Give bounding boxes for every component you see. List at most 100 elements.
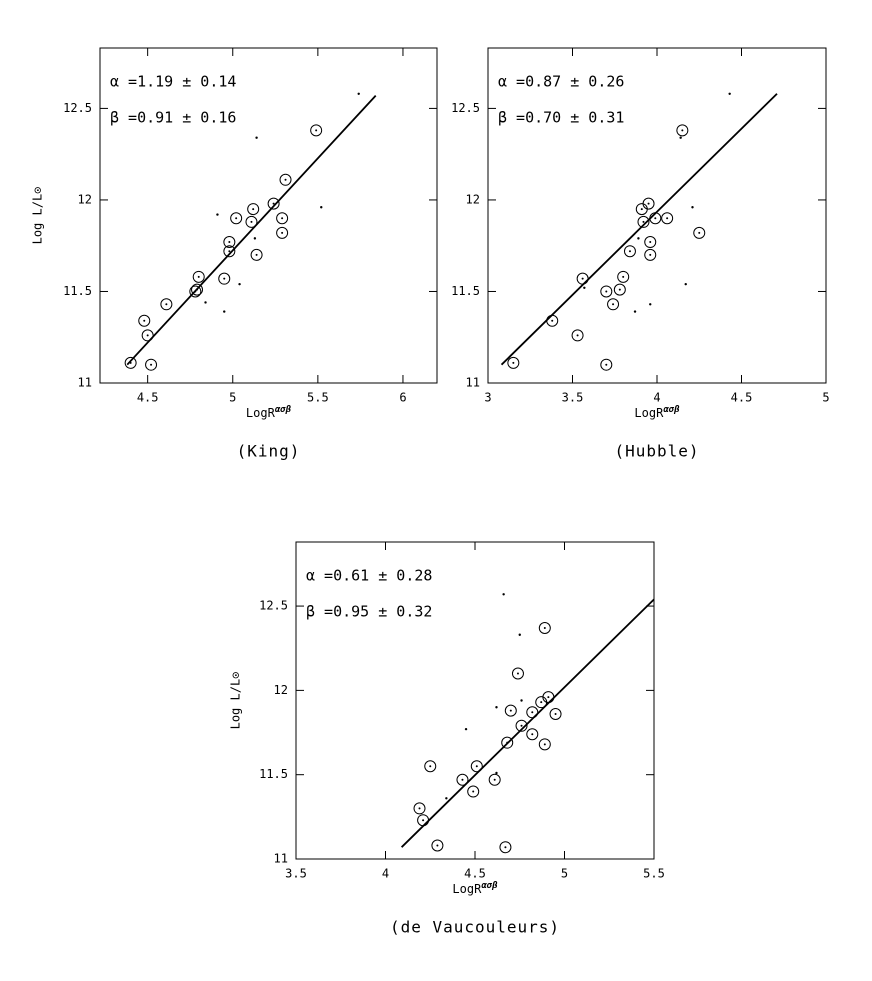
point-center [223,277,226,280]
point-center [281,217,284,220]
point-ring [661,212,674,225]
circled-point [250,248,263,261]
y-tick-label: 11 [466,376,480,390]
x-tick-label: 5.5 [643,867,665,881]
dot-point [255,136,258,139]
y-tick-label: 12 [274,683,288,697]
plot-frame [295,541,655,860]
fit-line [500,93,778,366]
dot-point [637,237,640,240]
point-center [647,202,650,205]
circled-point [661,212,674,225]
circled-point [644,248,657,261]
point-center [422,819,425,822]
fit-line [126,94,377,366]
point-ring [549,707,562,720]
point-ring [526,728,539,741]
circled-point [417,814,430,827]
point-center [197,275,200,278]
panel: 3.5 4 4.5 5 5.5 11 11.5 12 12.5 LogRασβ Log L/L⊙ α … [229,541,665,937]
point-ring [511,667,524,680]
circled-point [223,245,236,258]
x-tick-label: 4.5 [731,391,753,405]
point-ring [600,358,613,371]
y-tick-label: 12 [466,192,480,206]
y-tick-label: 11.5 [63,284,92,298]
circled-point [549,707,562,720]
x-tick-label: 3.5 [285,867,307,881]
dot-point [728,92,731,95]
point-center [666,217,669,220]
dot-point [495,706,498,709]
x-tick-label: 5.5 [307,391,329,405]
alpha-annotation: α =0.61 ± 0.28 [306,567,432,585]
point-ring [145,358,158,371]
y-tick-label: 11.5 [451,284,480,298]
circled-point [515,719,528,732]
point-ring [623,245,636,258]
circled-point [600,285,613,298]
circled-point [507,356,520,369]
dot-point [253,237,257,240]
x-tick-label: 4 [653,391,660,405]
point-ring [571,329,584,342]
point-ring [424,760,437,773]
dot-point [223,310,226,313]
point-center [581,277,584,280]
circled-point [693,226,706,239]
point-center [520,724,523,727]
dot-point [679,136,682,139]
point-center [531,711,534,714]
point-ring [218,272,231,285]
point-ring [470,760,483,773]
point-center [429,765,432,768]
point-center [146,334,149,337]
circled-point [310,124,323,137]
circled-point [607,298,620,311]
point-center [612,303,615,306]
point-center [436,844,439,847]
point-ring [223,236,236,249]
circled-point [571,329,584,342]
dot-point [464,727,468,731]
point-center [649,241,652,244]
panel: 4.5 5 5.5 6 11 11.5 12 12.5 LogRασβ Log L/L⊙ α =1.… [31,47,438,461]
point-center [228,241,231,244]
x-axis-label-sup: ασβ [275,405,292,415]
point-ring [245,215,258,228]
point-ring [637,215,650,228]
panel: 3 3.5 4 4.5 5 11 11.5 12 12.5 LogRασβ α =0.87 ± 0.… [451,47,830,461]
dot-point [495,771,498,775]
y-tick-label: 11 [78,376,92,390]
point-ring [310,124,323,137]
circled-point [538,621,551,634]
dot-point [445,797,448,800]
beta-annotation: β =0.95 ± 0.32 [306,603,432,621]
point-ring [138,314,151,327]
dot-point [238,282,241,286]
point-center [622,275,625,278]
x-tick-label: 4.5 [137,391,159,405]
point-ring [488,773,501,786]
point-ring [192,270,205,283]
x-tick-label: 4 [382,867,389,881]
point-ring [160,298,173,311]
point-center [150,363,153,366]
circled-point [218,272,231,285]
circled-point [279,173,292,186]
point-center [512,361,515,364]
point-center [640,208,643,211]
circled-point [499,841,512,854]
point-ring [642,197,655,210]
x-tick-label: 5 [822,391,829,405]
point-ring [644,236,657,249]
circled-point [276,212,289,225]
point-center [252,208,255,211]
point-center [418,807,421,810]
point-ring [600,285,613,298]
point-ring [276,212,289,225]
dot-point [502,593,505,596]
dot-point [216,213,219,216]
point-center [554,712,557,715]
point-center [618,288,621,291]
